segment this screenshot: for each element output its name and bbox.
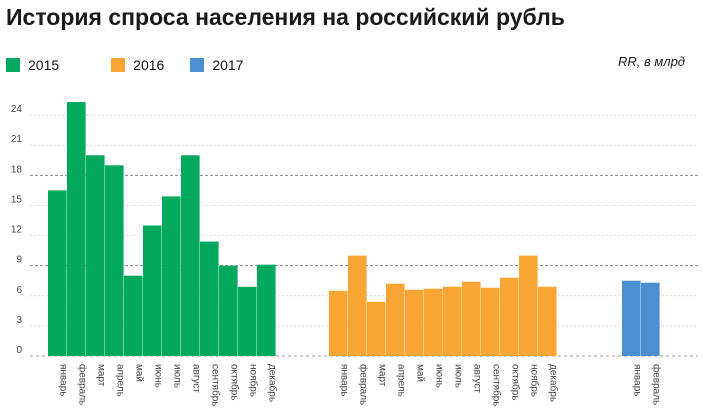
y-tick-label-24: 24 [11, 104, 23, 115]
x-tick-label-2015-июль: июль [171, 364, 182, 388]
x-tick-label-2015-декабрь: декабрь [266, 364, 278, 402]
x-tick-label-2015-апрель: апрель [114, 364, 125, 397]
bar-2015-январь [48, 190, 67, 356]
bar-2015-сентябрь [200, 241, 219, 356]
x-tick-label-2015-август: август [190, 364, 201, 393]
bar-2017-январь [622, 280, 641, 356]
y-tick-label-21: 21 [11, 134, 23, 145]
y-tick-label-0: 0 [16, 345, 22, 356]
bar-2015-июнь [143, 225, 162, 356]
x-tick-label-2015-март: март [95, 364, 106, 387]
x-tick-label-2016-ноябрь: ноябрь [528, 364, 540, 397]
x-tick-label-2016-сентябрь: сентябрь [490, 364, 502, 407]
bar-2016-ноябрь [519, 255, 538, 356]
x-tick-label-2015-февраль: февраль [76, 364, 88, 405]
bar-2015-октябрь [219, 265, 238, 356]
bar-2015-март [86, 155, 105, 356]
x-tick-label-2015-ноябрь: ноябрь [247, 364, 259, 397]
x-tick-label-2016-декабрь: декабрь [547, 364, 559, 402]
bar-2015-ноябрь [238, 286, 257, 356]
bar-2015-май [124, 275, 143, 356]
bar-2016-декабрь [538, 286, 557, 356]
x-tick-label-2016-октябрь: октябрь [509, 364, 521, 401]
bar-2016-февраль [348, 255, 367, 356]
bar-2017-февраль [641, 282, 660, 356]
bar-2016-сентябрь [481, 287, 500, 356]
bar-2015-апрель [105, 165, 124, 356]
bar-2016-июнь [424, 288, 443, 356]
y-tick-label-18: 18 [11, 164, 23, 175]
bar-2016-октябрь [500, 277, 519, 356]
unit-label: RR, в млрд [617, 54, 685, 69]
bar-2015-февраль [67, 102, 86, 357]
y-tick-label-15: 15 [11, 194, 23, 205]
x-tick-label-2015-май: май [133, 364, 144, 382]
x-tick-label-2016-июнь: июнь [433, 364, 444, 388]
x-tick-label-2017-январь: январь [631, 364, 642, 396]
legend-label-2015: 2015 [28, 57, 60, 73]
x-tick-label-2015-сентябрь: сентябрь [209, 364, 221, 407]
legend-item-2016: 2016 [111, 57, 164, 73]
x-tick-label-2016-январь: январь [338, 364, 349, 396]
bar-2015-июль [162, 196, 181, 356]
y-tick-label-6: 6 [16, 285, 22, 296]
x-tick-label-2016-июль: июль [452, 364, 463, 388]
legend-item-2015: 2015 [6, 57, 59, 73]
bar-2016-июль [443, 286, 462, 356]
x-tick-label-2015-январь: январь [57, 364, 68, 396]
legend-label-2017: 2017 [212, 57, 244, 73]
x-tick-label-2015-октябрь: октябрь [228, 364, 240, 401]
bar-2016-апрель [386, 283, 405, 356]
bar-2015-август [181, 155, 200, 356]
y-tick-label-9: 9 [16, 255, 22, 266]
bar-2016-май [405, 289, 424, 356]
legend: 2015 2016 2017 [6, 57, 269, 73]
legend-swatch-2016 [111, 58, 126, 72]
legend-swatch-2017 [190, 58, 205, 72]
x-tick-label-2015-июнь: июнь [152, 364, 163, 388]
bar-2016-август [462, 281, 481, 356]
x-tick-label-2016-май: май [414, 364, 425, 382]
x-tick-label-2016-август: август [471, 364, 482, 393]
bar-2016-январь [329, 290, 348, 356]
x-tick-label-2016-март: март [376, 364, 387, 387]
x-tick-label-2017-февраль: февраль [650, 364, 662, 405]
y-tick-label-12: 12 [11, 225, 23, 236]
y-tick-label-3: 3 [16, 315, 22, 326]
chart-title: История спроса населения на российский р… [6, 4, 565, 30]
legend-label-2016: 2016 [133, 57, 165, 73]
bar-2015-декабрь [257, 264, 276, 356]
x-tick-label-2016-апрель: апрель [395, 364, 406, 397]
x-tick-label-2016-февраль: февраль [357, 364, 369, 405]
bar-2016-март [367, 301, 386, 356]
legend-swatch-2015 [6, 58, 20, 72]
legend-item-2017: 2017 [190, 57, 243, 73]
